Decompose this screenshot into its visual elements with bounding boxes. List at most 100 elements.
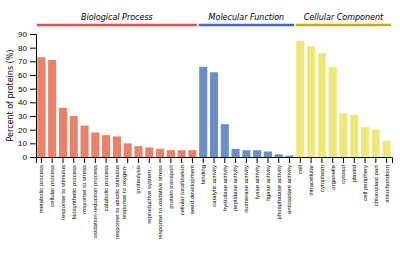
x-tick-mark xyxy=(267,157,268,163)
bar xyxy=(156,149,164,157)
x-tick-mark xyxy=(95,157,96,163)
y-tick-mark xyxy=(30,48,36,49)
x-tick: phosphatase activity xyxy=(276,157,282,219)
bar xyxy=(210,72,218,157)
x-tick-mark xyxy=(246,157,247,163)
y-tick-label: 40 xyxy=(18,98,27,107)
x-tick-mark xyxy=(138,157,139,163)
y-tick: 70 xyxy=(18,57,36,66)
x-tick-label: metabolic process xyxy=(38,165,44,213)
x-tick-label: mitochondrion xyxy=(384,165,390,203)
y-tick-label: 90 xyxy=(18,30,27,39)
x-tick-label: plastid xyxy=(351,165,357,182)
x-tick-mark xyxy=(386,157,387,163)
y-tick-label: 0 xyxy=(23,153,28,162)
x-tick-label: hydrolase activity xyxy=(222,165,228,211)
bar xyxy=(221,124,229,157)
group-line xyxy=(296,24,391,27)
x-tick: cytoplasm xyxy=(319,157,325,192)
bar xyxy=(361,127,369,157)
y-tick: 40 xyxy=(18,98,36,107)
x-tick: binding xyxy=(200,157,206,184)
y-tick-mark xyxy=(30,75,36,76)
y-tick: 60 xyxy=(18,71,36,80)
x-tick-mark xyxy=(192,157,193,163)
y-tick-label: 70 xyxy=(18,57,27,66)
y-tick-mark xyxy=(30,61,36,62)
bar xyxy=(199,67,207,157)
x-tick: response to oxygen-... xyxy=(121,157,134,219)
x-tick-label: cell periphery xyxy=(362,165,368,201)
group-line xyxy=(37,24,197,27)
x-tick: peptidase activity xyxy=(232,157,238,211)
x-tick: response to oxidative stress xyxy=(157,157,163,239)
x-tick-label: cytoplasm xyxy=(319,165,325,192)
x-tick-label: response to stress xyxy=(81,165,87,214)
bar xyxy=(339,113,347,157)
x-tick-label: intracellular xyxy=(308,165,314,196)
x-tick: cell periphery xyxy=(362,157,368,201)
y-tick: 30 xyxy=(18,112,36,121)
group-line xyxy=(199,24,294,27)
bar xyxy=(124,143,132,157)
bar xyxy=(188,150,196,157)
y-tick-label: 10 xyxy=(18,139,27,148)
bar xyxy=(70,116,78,157)
x-tick: hydrolase activity xyxy=(222,157,228,211)
x-tick-mark xyxy=(332,157,333,163)
x-tick: cellular process xyxy=(49,157,55,207)
x-tick-label: seed development xyxy=(189,165,195,214)
y-tick-mark xyxy=(30,157,36,158)
y-tick: 90 xyxy=(18,30,36,39)
bar xyxy=(285,156,293,157)
y-axis: 0102030405060708090 xyxy=(18,30,36,162)
x-tick: protein transport xyxy=(168,157,174,209)
x-tick: lyase activity xyxy=(254,157,260,199)
x-tick-mark xyxy=(84,157,85,163)
y-tick-mark xyxy=(30,89,36,90)
x-tick: ligase activity xyxy=(265,157,271,201)
bar xyxy=(81,126,89,157)
x-tick: catalytic activity xyxy=(211,157,217,207)
x-tick-label: cellular localization xyxy=(179,165,185,215)
x-tick-mark xyxy=(127,157,128,163)
x-tick-mark xyxy=(73,157,74,163)
x-tick-label: response to stimulus xyxy=(60,165,66,220)
bar xyxy=(383,141,391,157)
x-tick: organelle xyxy=(330,157,336,190)
bar xyxy=(232,149,240,157)
y-tick-label: 50 xyxy=(18,85,27,94)
y-tick-mark xyxy=(30,102,36,103)
x-tick: mitochondrion xyxy=(384,157,390,203)
y-tick: 50 xyxy=(18,85,36,94)
x-tick-label: protein transport xyxy=(168,165,174,209)
group-label: Molecular Function xyxy=(209,13,285,22)
x-tick-label: cell xyxy=(297,165,303,174)
bar xyxy=(113,137,121,158)
y-tick: 0 xyxy=(23,153,36,162)
bar xyxy=(178,150,186,157)
x-tick-mark xyxy=(160,157,161,163)
x-tick-mark xyxy=(116,157,117,163)
x-tick-mark xyxy=(52,157,53,163)
x-tick: plastid xyxy=(351,157,357,182)
y-axis-title: Percent of proteins (%) xyxy=(6,50,15,142)
y-tick: 10 xyxy=(18,139,36,148)
x-tick-mark xyxy=(149,157,150,163)
x-tick-mark xyxy=(300,157,301,163)
x-tick-mark xyxy=(343,157,344,163)
x-tick-label: response to oxygen-... xyxy=(121,165,134,220)
x-tick-mark xyxy=(321,157,322,163)
x-tick-mark xyxy=(257,157,258,163)
x-tick-label: isomerase activity xyxy=(243,165,249,213)
bar xyxy=(91,132,99,157)
y-tick: 80 xyxy=(18,44,36,53)
bar xyxy=(307,46,315,157)
x-tick-mark xyxy=(214,157,215,163)
x-tick: reproductive system... xyxy=(146,157,152,224)
x-tick-label: reproductive system... xyxy=(146,165,152,224)
y-tick-label: 30 xyxy=(18,112,27,121)
x-tick-mark xyxy=(224,157,225,163)
y-axis-line xyxy=(30,35,37,158)
x-tick-label: biosynthetic process xyxy=(71,165,77,219)
